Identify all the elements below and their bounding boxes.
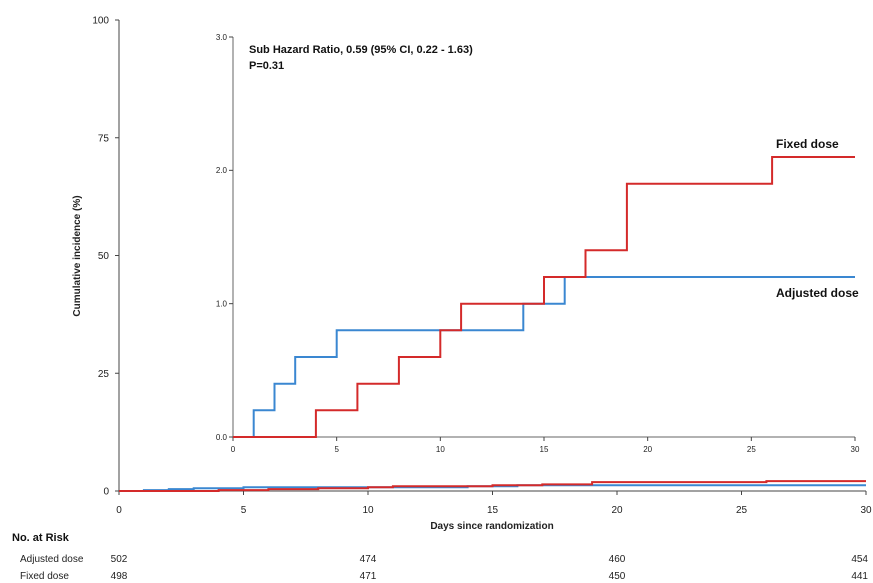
annotation-p-value: P=0.31 [249, 60, 284, 72]
inset-y-tick-label: 2.0 [216, 166, 228, 175]
main-y-tick-label: 0 [103, 487, 109, 498]
main-x-tick-label: 15 [487, 505, 499, 516]
inset-series-adjusted-dose [233, 276, 855, 438]
risk-value: 450 [609, 571, 626, 582]
inset-y-tick-label: 1.0 [216, 299, 228, 308]
main-y-tick-label: 25 [98, 369, 110, 380]
inset-y-tick-label: 3.0 [216, 33, 228, 42]
risk-value: 498 [111, 571, 128, 582]
x-axis-title: Days since randomization [430, 521, 553, 532]
main-x-tick-label: 25 [736, 505, 748, 516]
inset-series [233, 156, 855, 438]
inset-x-tick-label: 25 [747, 445, 756, 454]
annotation-hazard-ratio: Sub Hazard Ratio, 0.59 (95% CI, 0.22 - 1… [249, 44, 473, 56]
main-y-tick-label: 100 [92, 16, 109, 27]
risk-values: 502 474 460 454 498 471 450 441 [111, 554, 869, 582]
risk-value: 502 [111, 554, 128, 565]
main-y-tick-label: 75 [98, 133, 110, 144]
y-axis-title: Cumulative incidence (%) [72, 195, 83, 316]
inset-x-tick-label: 0 [231, 445, 236, 454]
risk-value: 474 [360, 554, 377, 565]
inset-series-fixed-dose [233, 156, 855, 438]
inset-x-tick-label: 20 [643, 445, 652, 454]
main-x-tick-label: 10 [362, 505, 374, 516]
risk-value: 441 [851, 571, 868, 582]
risk-table-title: No. at Risk [12, 532, 70, 544]
main-x-tick-label: 0 [116, 505, 122, 516]
risk-row-label-fixed: Fixed dose [20, 571, 69, 582]
inset-ticks: 0 5 10 15 20 25 30 0.0 1.0 2.0 3.0 [216, 33, 860, 454]
risk-value: 460 [609, 554, 626, 565]
main-x-tick-label: 5 [241, 505, 247, 516]
inset-x-tick-label: 30 [851, 445, 860, 454]
risk-value: 454 [851, 554, 868, 565]
inset-plot: 0 5 10 15 20 25 30 0.0 1.0 2.0 3.0 Sub Hazard Rati… [216, 33, 860, 454]
risk-table: No. at Risk Adjusted dose Fixed dose 502… [12, 532, 868, 582]
series-label-fixed-dose: Fixed dose [776, 137, 839, 151]
main-series [119, 480, 866, 492]
inset-x-tick-label: 15 [540, 445, 549, 454]
main-series-fixed-dose [119, 480, 866, 492]
risk-value: 471 [360, 571, 377, 582]
inset-x-tick-label: 10 [436, 445, 445, 454]
main-y-tick-label: 50 [98, 251, 110, 262]
inset-x-tick-label: 5 [334, 445, 339, 454]
risk-row-label-adjusted: Adjusted dose [20, 554, 84, 565]
series-label-adjusted-dose: Adjusted dose [776, 286, 859, 300]
inset-y-tick-label: 0.0 [216, 433, 228, 442]
main-x-tick-label: 30 [860, 505, 872, 516]
main-x-tick-label: 20 [611, 505, 623, 516]
